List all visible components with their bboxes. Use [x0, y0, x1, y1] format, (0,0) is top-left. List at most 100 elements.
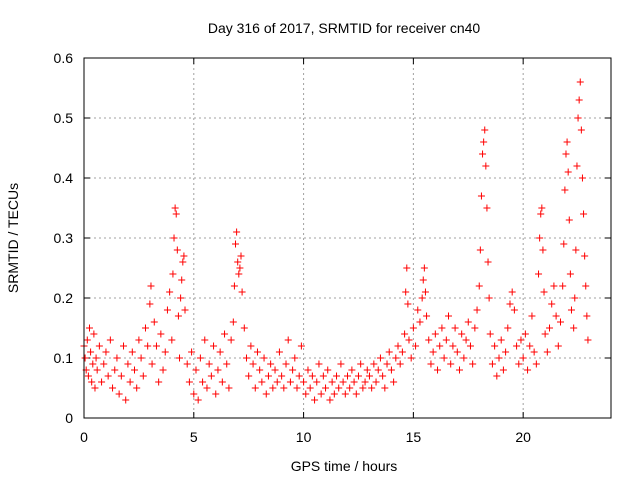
y-tick-label: 0.6: [54, 50, 74, 66]
data-point: [404, 300, 412, 308]
data-point: [306, 384, 314, 392]
data-point: [510, 306, 518, 314]
data-point: [124, 360, 132, 368]
data-point: [425, 336, 433, 344]
y-tick-label: 0.2: [54, 290, 74, 306]
data-point: [216, 348, 224, 356]
data-point: [381, 384, 389, 392]
data-point: [407, 354, 415, 362]
data-point: [396, 360, 404, 368]
data-point: [482, 162, 490, 170]
data-point: [552, 312, 560, 320]
data-point: [313, 378, 321, 386]
data-point: [530, 348, 538, 356]
data-point: [455, 366, 463, 374]
data-point: [147, 282, 155, 290]
data-point: [188, 348, 196, 356]
data-point: [218, 378, 226, 386]
data-point: [100, 360, 108, 368]
data-point: [262, 390, 270, 398]
data-point: [431, 330, 439, 338]
data-point: [486, 330, 494, 338]
data-point: [521, 330, 529, 338]
data-point: [573, 162, 581, 170]
data-point: [155, 378, 163, 386]
data-point: [539, 246, 547, 254]
data-point: [236, 264, 244, 272]
data-point: [242, 354, 250, 362]
data-point: [580, 210, 588, 218]
data-point: [122, 396, 130, 404]
data-point: [212, 390, 220, 398]
data-point: [488, 360, 496, 368]
data-point: [181, 306, 189, 314]
data-point: [581, 252, 589, 260]
data-point: [253, 348, 261, 356]
data-point: [508, 288, 516, 296]
data-point: [383, 360, 391, 368]
data-point: [273, 378, 281, 386]
data-point: [398, 348, 406, 356]
data-point: [458, 330, 466, 338]
y-tick-label: 0.5: [54, 110, 74, 126]
data-point: [133, 384, 141, 392]
data-point: [238, 288, 246, 296]
data-point: [87, 348, 95, 356]
data-point: [352, 390, 360, 398]
data-point: [221, 330, 229, 338]
data-point: [282, 360, 290, 368]
data-point: [235, 270, 243, 278]
data-point: [319, 372, 327, 380]
data-point: [201, 336, 209, 344]
data-point: [394, 342, 402, 350]
data-point: [440, 354, 448, 362]
data-point: [524, 366, 532, 374]
data-point: [293, 384, 301, 392]
data-point: [350, 378, 358, 386]
data-point: [438, 324, 446, 332]
data-point: [582, 282, 590, 290]
data-point: [536, 234, 544, 242]
data-point: [83, 336, 91, 344]
data-point: [497, 336, 505, 344]
data-point: [483, 204, 491, 212]
data-point: [556, 318, 564, 326]
data-point: [540, 288, 548, 296]
data-point: [476, 246, 484, 254]
data-point: [289, 366, 297, 374]
data-point: [403, 264, 411, 272]
data-point: [90, 330, 98, 338]
data-point: [571, 294, 579, 302]
y-tick-label: 0.1: [54, 350, 74, 366]
data-point: [427, 360, 435, 368]
data-point: [328, 378, 336, 386]
data-point: [315, 360, 323, 368]
data-point: [111, 366, 119, 374]
data-point: [567, 306, 575, 314]
data-point: [232, 240, 240, 248]
data-point: [166, 288, 174, 296]
data-point: [379, 372, 387, 380]
data-point: [583, 312, 591, 320]
data-point: [326, 396, 334, 404]
data-point: [128, 348, 136, 356]
data-point: [554, 342, 562, 350]
data-point: [163, 306, 171, 314]
data-point: [258, 378, 266, 386]
data-point: [234, 258, 242, 266]
data-point: [376, 354, 384, 362]
data-point: [256, 366, 264, 374]
data-point: [322, 384, 330, 392]
data-point: [453, 348, 461, 356]
data-point: [565, 216, 573, 224]
data-point: [491, 342, 499, 350]
data-point: [113, 354, 121, 362]
data-point: [420, 264, 428, 272]
data-point: [150, 318, 158, 326]
data-point: [317, 390, 325, 398]
data-point: [245, 372, 253, 380]
data-point: [229, 318, 237, 326]
x-tick-label: 5: [190, 429, 198, 445]
data-point: [249, 360, 257, 368]
data-point: [354, 372, 362, 380]
